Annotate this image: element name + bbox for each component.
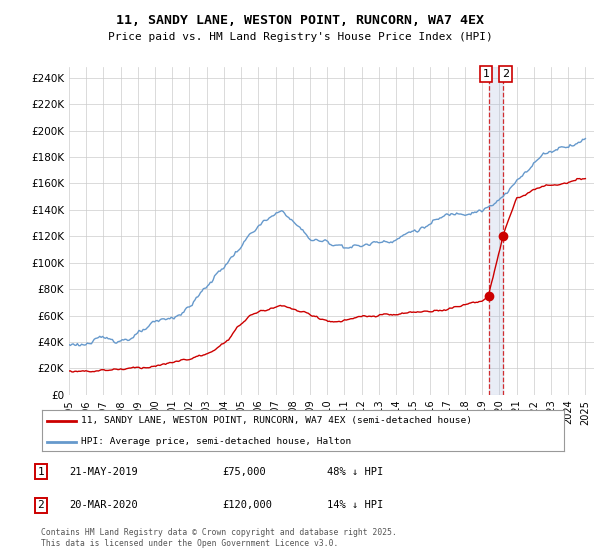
Text: 14% ↓ HPI: 14% ↓ HPI <box>327 500 383 510</box>
Text: 1: 1 <box>37 466 44 477</box>
Text: 48% ↓ HPI: 48% ↓ HPI <box>327 466 383 477</box>
Text: Contains HM Land Registry data © Crown copyright and database right 2025.
This d: Contains HM Land Registry data © Crown c… <box>41 528 397 548</box>
Text: £75,000: £75,000 <box>222 466 266 477</box>
Text: 1: 1 <box>482 69 490 79</box>
Text: 20-MAR-2020: 20-MAR-2020 <box>69 500 138 510</box>
Text: £120,000: £120,000 <box>222 500 272 510</box>
Text: HPI: Average price, semi-detached house, Halton: HPI: Average price, semi-detached house,… <box>81 437 352 446</box>
Text: 11, SANDY LANE, WESTON POINT, RUNCORN, WA7 4EX (semi-detached house): 11, SANDY LANE, WESTON POINT, RUNCORN, W… <box>81 417 472 426</box>
Text: 2: 2 <box>502 69 509 79</box>
Text: 11, SANDY LANE, WESTON POINT, RUNCORN, WA7 4EX: 11, SANDY LANE, WESTON POINT, RUNCORN, W… <box>116 14 484 27</box>
Text: 2: 2 <box>37 500 44 510</box>
Text: Price paid vs. HM Land Registry's House Price Index (HPI): Price paid vs. HM Land Registry's House … <box>107 32 493 43</box>
Text: 21-MAY-2019: 21-MAY-2019 <box>69 466 138 477</box>
Bar <box>488 67 503 395</box>
